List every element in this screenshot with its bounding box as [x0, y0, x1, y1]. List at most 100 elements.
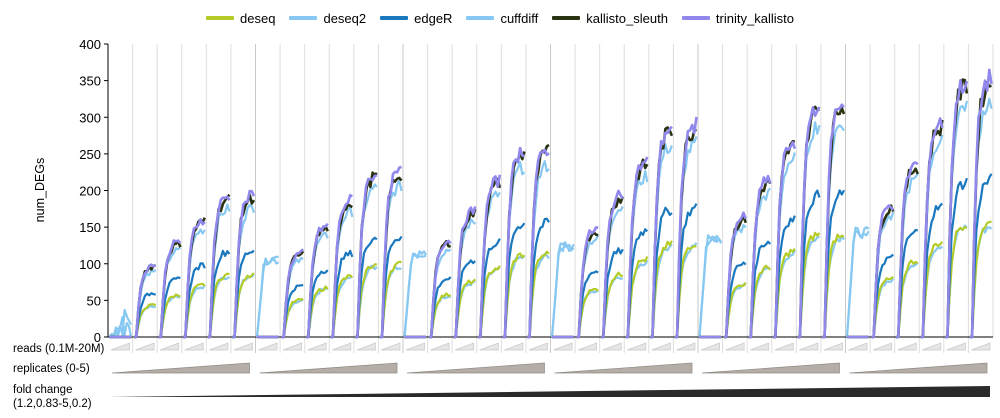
reads-ramp — [750, 342, 770, 351]
row-label-reads: reads (0.1M-20M) — [13, 343, 105, 355]
reads-ramp — [184, 342, 204, 351]
replicates-ramp — [849, 362, 988, 374]
series-line-trinity-kallisto — [871, 204, 895, 339]
row-label-fold-change: fold change — [13, 384, 73, 396]
reads-ramp — [356, 342, 376, 351]
reads-ramp — [307, 342, 327, 351]
series-line-cuffdiff — [698, 234, 722, 338]
reads-ramp — [135, 342, 155, 351]
series-line-trinity-kallisto — [502, 146, 525, 339]
reads-ramp — [455, 342, 475, 351]
legend-label-deseq2: deseq2 — [323, 10, 367, 26]
reads-ramp — [528, 342, 548, 351]
y-axis-label: num_DEGs — [33, 158, 47, 223]
y-tick-label: 50 — [87, 293, 101, 308]
legend-label-trinity-kallisto: trinity_kallisto — [715, 10, 794, 26]
row-label-fold-change-range: (1.2,0.83-5,0.2) — [13, 398, 92, 410]
reads-ramp — [160, 342, 180, 351]
reads-ramp — [725, 342, 745, 351]
series-line-trinity-kallisto — [969, 68, 993, 339]
series-line-trinity-kallisto — [207, 195, 231, 339]
legend-label-deseq: deseq — [240, 10, 276, 26]
reads-ramp — [233, 342, 253, 351]
reads-ramp — [110, 342, 130, 351]
reads-ramp — [553, 342, 573, 351]
reads-ramp — [823, 342, 843, 351]
series-line-trinity-kallisto — [625, 156, 649, 339]
reads-ramp — [577, 342, 598, 351]
legend-item-kallisto-sleuth: kallisto_sleuth — [552, 11, 668, 26]
series-line-trinity-kallisto — [773, 141, 797, 339]
series-line-trinity-kallisto — [920, 117, 944, 339]
series-line-trinity-kallisto — [822, 103, 845, 339]
series-line-trinity-kallisto — [527, 148, 550, 339]
y-tick-label: 150 — [79, 220, 101, 235]
reads-ramp — [700, 342, 720, 351]
series-line-cuffdiff — [255, 258, 280, 338]
series-line-trinity-kallisto — [355, 173, 378, 339]
reads-ramp — [676, 342, 696, 351]
y-tick-label: 400 — [79, 37, 101, 52]
series-line-trinity-kallisto — [429, 239, 452, 339]
series-line-trinity-kallisto — [576, 226, 599, 339]
reads-ramp — [848, 342, 868, 351]
series-line-trinity-kallisto — [306, 222, 329, 339]
series-line-trinity-kallisto — [797, 106, 821, 339]
legend-swatch-deseq2 — [289, 16, 318, 20]
reads-ramp — [897, 342, 917, 351]
y-axis: num_DEGs 0 50 100 150 200 250 300 350 400 — [33, 37, 993, 345]
series-layer — [108, 68, 993, 339]
panel-grid — [132, 44, 994, 353]
legend-swatch-deseq — [206, 16, 235, 20]
reads-ramp — [381, 342, 401, 351]
reads-ramp — [774, 342, 794, 351]
series-line-trinity-kallisto — [478, 174, 502, 339]
series-line-trinity-kallisto — [281, 248, 304, 339]
legend-swatch-edger — [380, 16, 409, 20]
reads-ramp — [282, 342, 303, 351]
replicates-ramp — [406, 362, 545, 374]
series-line-trinity-kallisto — [158, 239, 182, 339]
reads-ramp — [258, 342, 278, 351]
replicates-ramp — [111, 362, 250, 374]
legend-item-edger: edgeR — [380, 11, 452, 26]
chart-legend: deseq deseq2 edgeR cuffdiff kallisto_sle… — [0, 7, 1000, 29]
series-line-trinity-kallisto — [330, 193, 353, 339]
replicates-ramp — [701, 362, 840, 374]
reads-ramp — [799, 342, 819, 351]
y-tick-label: 250 — [79, 147, 101, 162]
series-line-trinity-kallisto — [134, 263, 157, 339]
row-label-replicates: replicates (0-5) — [13, 363, 90, 375]
series-line-trinity-kallisto — [232, 189, 256, 339]
reads-ramp — [627, 342, 647, 351]
series-line-cuffdiff — [108, 315, 133, 338]
legend-item-cuffdiff: cuffdiff — [466, 11, 538, 26]
y-tick-label: 100 — [79, 257, 101, 272]
reads-ramp — [971, 342, 991, 351]
reads-ramp — [332, 342, 352, 351]
y-tick-label: 350 — [79, 74, 101, 89]
legend-item-deseq: deseq — [206, 11, 275, 26]
series-line-trinity-kallisto — [896, 161, 919, 339]
series-line-cuffdiff — [403, 253, 427, 338]
legend-item-trinity-kallisto: trinity_kallisto — [681, 10, 794, 26]
legend-label-cuffdiff: cuffdiff — [500, 10, 539, 26]
series-line-trinity-kallisto — [945, 79, 969, 339]
series-line-cuffdiff — [550, 242, 575, 338]
series-line-trinity-kallisto — [650, 125, 673, 339]
series-line-trinity-kallisto — [674, 116, 698, 339]
y-tick-label: 300 — [79, 110, 101, 125]
y-tick-label: 200 — [79, 184, 101, 199]
condition-rows — [108, 342, 991, 397]
legend-label-kallisto-sleuth: kallisto_sleuth — [586, 10, 668, 26]
series-line-trinity-kallisto — [748, 174, 772, 339]
reads-ramp — [946, 342, 966, 351]
reads-ramp — [430, 342, 450, 351]
series-line-trinity-kallisto — [601, 189, 624, 339]
series-line-trinity-kallisto — [379, 165, 402, 339]
reads-ramp — [209, 342, 229, 351]
legend-swatch-trinity-kallisto — [681, 16, 710, 20]
reads-ramp — [602, 342, 622, 351]
legend-swatch-kallisto-sleuth — [552, 16, 581, 20]
